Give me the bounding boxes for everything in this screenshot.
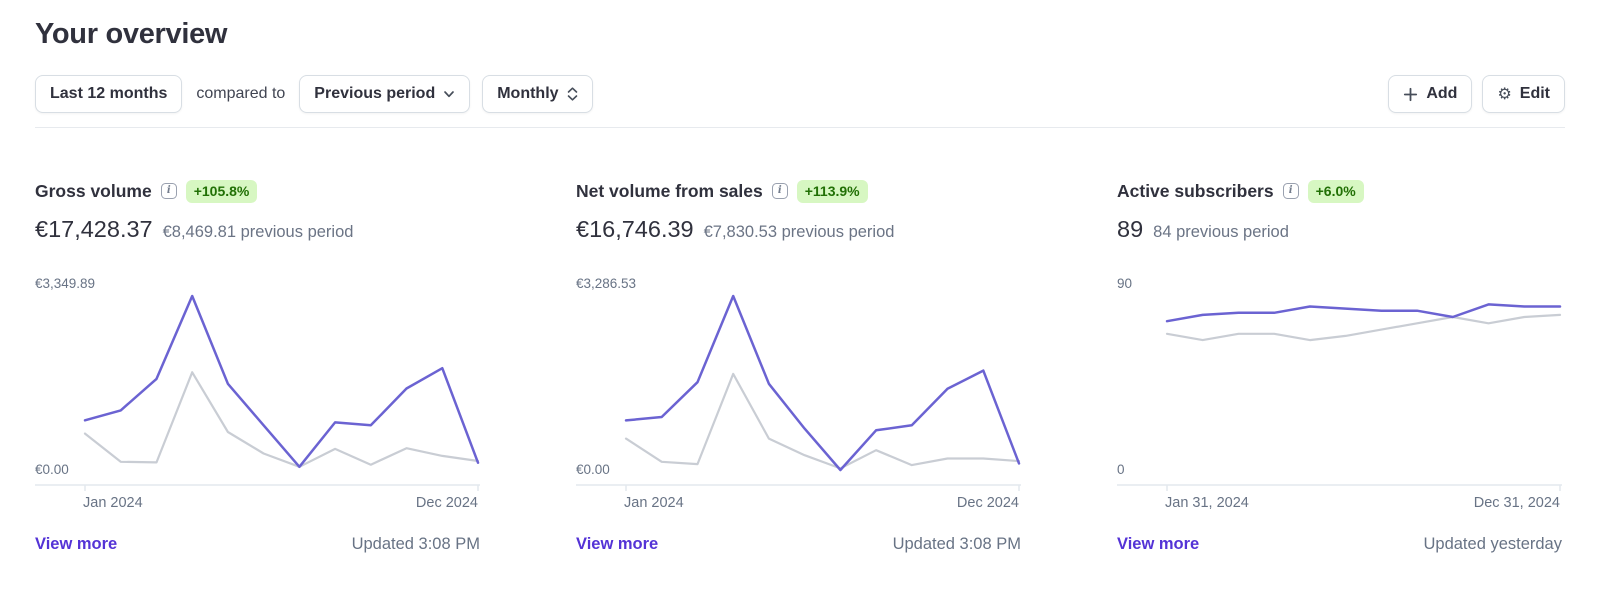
card-footer: View more Updated 3:08 PM <box>35 535 480 554</box>
compared-to-label: compared to <box>196 85 286 102</box>
date-range-label: Last 12 months <box>50 85 168 102</box>
granularity-value: Monthly <box>497 85 559 102</box>
line-chart[interactable]: 90 0 Jan 31, 2024 Dec 31, 2024 <box>1117 276 1562 511</box>
line-chart[interactable]: €3,349.89 €0.00 Jan 2024 Dec 2024 <box>35 276 480 511</box>
x-axis-labels: Jan 2024 Dec 2024 <box>35 492 480 511</box>
metric-values: €17,428.37 €8,469.81 previous period <box>35 216 480 243</box>
info-icon[interactable] <box>1282 183 1299 200</box>
updated-timestamp: Updated 3:08 PM <box>351 534 480 553</box>
x-axis-start-label: Jan 2024 <box>624 494 684 511</box>
chart-canvas <box>35 294 480 491</box>
updated-timestamp: Updated yesterday <box>1423 534 1562 553</box>
y-axis-min-label: €0.00 <box>576 461 610 477</box>
card-title: Active subscribers <box>1117 180 1274 201</box>
previous-period-value: €8,469.81 previous period <box>162 222 354 241</box>
net-volume-card: Net volume from sales +113.9% €16,746.39… <box>576 180 1021 554</box>
line-chart[interactable]: €3,286.53 €0.00 Jan 2024 Dec 2024 <box>576 276 1021 511</box>
x-axis-end-label: Dec 2024 <box>415 494 478 511</box>
metric-value: €16,746.39 <box>576 215 694 242</box>
card-footer: View more Updated yesterday <box>1117 535 1562 554</box>
change-badge: +6.0% <box>1307 180 1364 203</box>
change-badge: +105.8% <box>185 180 258 203</box>
edit-button[interactable]: ⚙ Edit <box>1482 75 1565 113</box>
card-header: Active subscribers +6.0% <box>1117 180 1562 203</box>
info-icon[interactable] <box>771 183 788 200</box>
previous-period-value: €7,830.53 previous period <box>703 222 895 241</box>
card-title: Gross volume <box>35 180 152 201</box>
date-range-button[interactable]: Last 12 months <box>35 75 183 113</box>
active-subscribers-card: Active subscribers +6.0% 89 84 previous … <box>1117 180 1562 554</box>
card-header: Gross volume +105.8% <box>35 180 480 203</box>
gear-icon: ⚙ <box>1497 84 1512 103</box>
toolbar: Last 12 months compared to Previous peri… <box>35 75 1565 113</box>
overview-page: Your overview Last 12 months compared to… <box>0 0 1600 554</box>
updated-timestamp: Updated 3:08 PM <box>892 534 1021 553</box>
comparison-value: Previous period <box>314 85 436 102</box>
card-footer: View more Updated 3:08 PM <box>576 535 1021 554</box>
x-axis-labels: Jan 31, 2024 Dec 31, 2024 <box>1117 492 1562 511</box>
chart-canvas <box>1117 302 1562 491</box>
card-header: Net volume from sales +113.9% <box>576 180 1021 203</box>
x-axis-start-label: Jan 2024 <box>83 494 143 511</box>
y-axis-min-label: 0 <box>1117 461 1125 477</box>
change-badge: +113.9% <box>796 180 868 203</box>
view-more-link[interactable]: View more <box>1117 534 1200 553</box>
add-button[interactable]: Add <box>1388 75 1473 113</box>
info-icon[interactable] <box>160 183 177 200</box>
granularity-select[interactable]: Monthly <box>482 75 593 113</box>
previous-period-value: 84 previous period <box>1153 222 1289 241</box>
metric-value: 89 <box>1117 215 1144 242</box>
y-axis-max-label: €3,349.89 <box>35 275 96 291</box>
view-more-link[interactable]: View more <box>35 534 118 553</box>
x-axis-labels: Jan 2024 Dec 2024 <box>576 492 1021 511</box>
plus-icon <box>1404 87 1418 101</box>
chevron-down-icon <box>444 91 455 98</box>
metric-values: 89 84 previous period <box>1117 216 1562 243</box>
metric-value: €17,428.37 <box>35 215 153 242</box>
x-axis-start-label: Jan 31, 2024 <box>1165 494 1249 511</box>
edit-label: Edit <box>1519 85 1550 102</box>
divider <box>35 127 1565 128</box>
add-label: Add <box>1426 85 1458 102</box>
toolbar-actions: Add ⚙ Edit <box>1388 75 1565 113</box>
comparison-select[interactable]: Previous period <box>299 75 471 113</box>
y-axis-max-label: 90 <box>1117 275 1133 291</box>
chart-canvas <box>576 294 1021 491</box>
card-title: Net volume from sales <box>576 180 763 201</box>
x-axis-end-label: Dec 2024 <box>956 494 1019 511</box>
metric-values: €16,746.39 €7,830.53 previous period <box>576 216 1021 243</box>
y-axis-min-label: €0.00 <box>35 461 69 477</box>
metrics-grid: Gross volume +105.8% €17,428.37 €8,469.8… <box>35 180 1565 554</box>
x-axis-end-label: Dec 31, 2024 <box>1473 494 1560 511</box>
view-more-link[interactable]: View more <box>576 534 659 553</box>
y-axis-max-label: €3,286.53 <box>576 275 637 291</box>
gross-volume-card: Gross volume +105.8% €17,428.37 €8,469.8… <box>35 180 480 554</box>
chevron-up-down-icon <box>567 87 577 101</box>
page-title: Your overview <box>35 18 228 50</box>
